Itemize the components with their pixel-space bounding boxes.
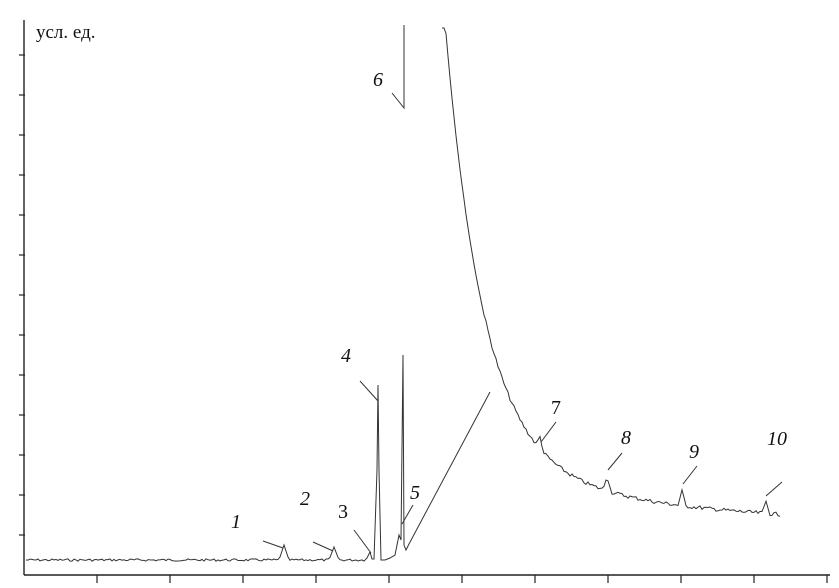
y-axis-unit-label: усл. ед. (36, 22, 96, 43)
peak-leader-line (682, 465, 698, 485)
peak-3: 3 (338, 501, 372, 554)
peak-8: 8 (607, 427, 631, 471)
peak-markers: 1 2 3 4 5 6 7 8 9 10 (231, 25, 787, 554)
peak-label: 4 (341, 345, 351, 367)
peak-leader-line (312, 541, 334, 552)
peak-label: 2 (300, 488, 310, 510)
baseline-trace (25, 354, 491, 562)
peak-4: 4 (341, 345, 379, 402)
peak-leader-line (359, 380, 379, 402)
chromatogram-trace (25, 27, 781, 562)
peak-leader-line (765, 481, 783, 497)
peak-7: 7 (540, 397, 561, 443)
peak-label: 8 (621, 427, 631, 449)
peak-leader-line (262, 540, 284, 549)
axes (19, 20, 830, 583)
peak-2: 2 (300, 488, 334, 552)
peak-label: 5 (410, 482, 420, 504)
peak-label: 6 (373, 69, 383, 91)
peak-label: 10 (767, 428, 787, 450)
peak-label: 3 (338, 501, 348, 523)
peak-10: 10 (765, 428, 787, 497)
peak-leader-line (391, 25, 405, 110)
peak-1: 1 (231, 511, 284, 549)
peak-label: 1 (231, 511, 241, 533)
peak-9: 9 (682, 441, 699, 485)
peak-leader-line (401, 504, 414, 525)
peak-leader-line (540, 421, 557, 443)
peak-label: 7 (551, 397, 561, 419)
peak-5: 5 (401, 482, 420, 525)
solvent-tail-trace (442, 27, 781, 517)
peak-6: 6 (373, 25, 405, 110)
peak-leader-line (607, 452, 623, 471)
peak-label: 9 (689, 441, 699, 463)
peak-leader-line (353, 529, 372, 554)
